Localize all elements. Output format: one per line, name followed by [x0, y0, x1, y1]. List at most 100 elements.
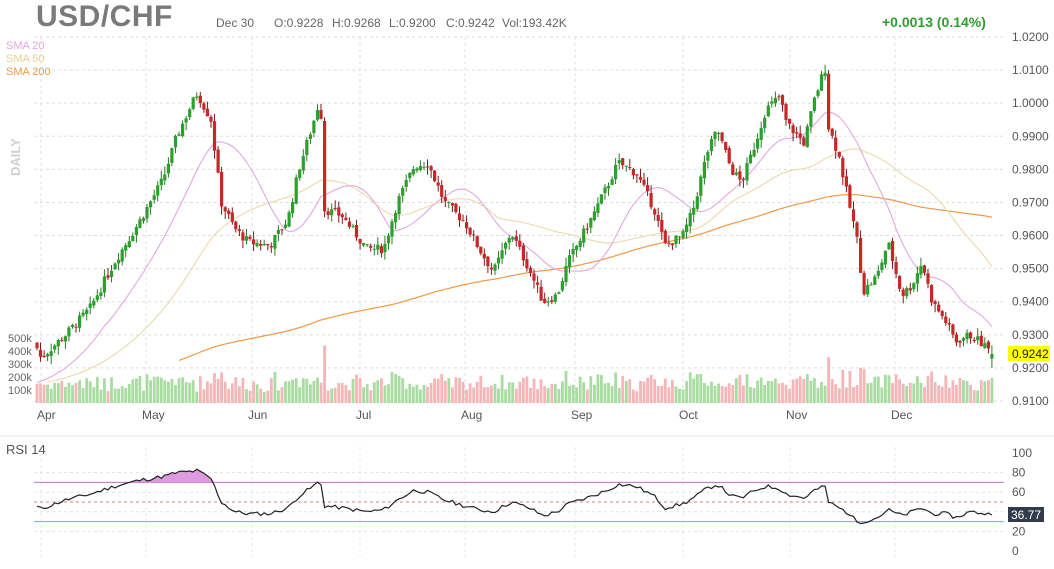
candle-body	[880, 262, 884, 271]
candle	[227, 208, 231, 220]
candle	[489, 262, 493, 275]
volume-bar	[575, 387, 578, 403]
candle-body	[411, 169, 415, 175]
candle	[486, 255, 490, 273]
candle-body	[731, 164, 735, 175]
volume-bar	[841, 369, 845, 403]
volume-bar	[958, 378, 962, 403]
candle-body	[837, 152, 841, 157]
volume-bar	[436, 378, 440, 403]
candle	[276, 225, 280, 242]
volume-bar	[426, 386, 429, 403]
candle	[60, 337, 64, 342]
volume-bar	[603, 383, 607, 403]
candle-body	[667, 242, 671, 244]
candle-body	[252, 239, 256, 245]
candle-body	[227, 210, 231, 215]
candle-body	[283, 224, 288, 228]
candle-body	[546, 301, 550, 303]
candle-body	[564, 266, 568, 283]
candle-body	[958, 340, 962, 343]
candle	[472, 230, 476, 241]
volume-bar	[351, 378, 355, 403]
info-open: O:0.9228	[274, 16, 324, 30]
candle	[862, 270, 866, 296]
candle-body	[486, 256, 490, 267]
candle	[837, 151, 841, 159]
candle-body	[433, 170, 437, 182]
candle	[972, 337, 976, 343]
candle	[447, 201, 451, 209]
candle-body	[812, 97, 816, 111]
volume-tick-label: 500k	[8, 333, 32, 345]
price-tick-label: 0.9500	[1012, 262, 1049, 276]
candle	[291, 197, 295, 218]
candle	[557, 291, 561, 295]
volume-bar	[390, 371, 394, 403]
volume-bar	[589, 376, 593, 403]
legend-sma20[interactable]: SMA 20	[6, 40, 45, 52]
candle-body	[859, 238, 863, 273]
volume-bar	[479, 375, 483, 403]
volume-bar	[862, 369, 866, 403]
volume-tick-label: 300k	[8, 359, 32, 371]
volume-bar	[713, 385, 717, 403]
volume-bar	[845, 387, 848, 403]
candle	[326, 207, 330, 220]
volume-bar	[859, 367, 862, 403]
candle	[188, 107, 192, 120]
candle	[738, 165, 742, 187]
volume-bar	[56, 383, 60, 403]
volume-bar	[763, 385, 767, 403]
candle-body	[259, 244, 263, 246]
candle	[401, 185, 405, 203]
candle	[947, 318, 951, 331]
month-tick-label: Jul	[356, 408, 371, 422]
candle	[553, 292, 557, 304]
candle	[394, 210, 398, 230]
candle	[727, 145, 731, 165]
candle-body	[468, 227, 472, 235]
sma20-line	[36, 111, 993, 384]
volume-bar	[550, 384, 554, 403]
candle	[699, 174, 703, 203]
candle-body	[489, 267, 493, 270]
legend-sma200[interactable]: SMA 200	[6, 66, 51, 78]
volume-bar	[947, 387, 951, 403]
volume-bar	[284, 381, 287, 403]
candle	[496, 251, 501, 270]
candle-body	[440, 185, 444, 197]
candle-body	[915, 273, 919, 284]
price-tick-label: 0.9100	[1012, 394, 1049, 408]
candle	[113, 262, 117, 270]
volume-bar	[937, 385, 941, 403]
candle	[408, 172, 412, 183]
legend-sma50[interactable]: SMA 50	[6, 53, 45, 65]
volume-bar	[319, 382, 323, 403]
volume-bar	[312, 380, 316, 403]
candle	[777, 94, 781, 101]
candle-body	[873, 276, 877, 285]
candle-body	[312, 120, 316, 133]
candle-body	[351, 225, 355, 227]
volume-bar	[156, 376, 160, 403]
volume-bar	[216, 378, 220, 403]
volume-bar	[85, 378, 89, 403]
volume-bar	[64, 386, 67, 403]
candle	[695, 192, 699, 211]
candle-body	[163, 174, 167, 181]
candle-body	[848, 185, 852, 208]
candle	[983, 337, 987, 349]
candle-body	[347, 221, 351, 227]
candle	[365, 244, 369, 247]
candle	[102, 269, 106, 298]
volume-bar	[269, 378, 273, 403]
candle-body	[394, 212, 398, 223]
candle	[674, 235, 678, 248]
candle	[301, 149, 305, 175]
candle	[159, 170, 163, 191]
candle	[869, 282, 873, 286]
price-tick-label: 0.9300	[1012, 328, 1049, 342]
candle	[841, 155, 845, 185]
candle	[85, 307, 89, 321]
